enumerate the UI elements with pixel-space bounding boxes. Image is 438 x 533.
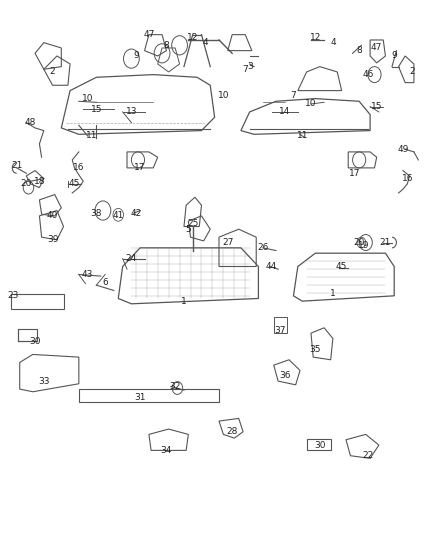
Text: 4: 4 xyxy=(203,38,208,47)
Text: 11: 11 xyxy=(297,132,308,140)
Text: 30: 30 xyxy=(29,337,41,345)
Bar xyxy=(307,439,331,450)
Text: 5: 5 xyxy=(185,225,191,233)
Text: 1: 1 xyxy=(330,289,336,297)
Text: 10: 10 xyxy=(305,100,317,108)
Text: 17: 17 xyxy=(134,164,146,172)
Text: 34: 34 xyxy=(161,446,172,455)
Text: 20: 20 xyxy=(353,238,365,247)
Text: 6: 6 xyxy=(102,278,108,287)
Text: 35: 35 xyxy=(310,345,321,353)
Bar xyxy=(11,294,64,309)
Text: 24: 24 xyxy=(126,254,137,263)
Text: 2: 2 xyxy=(50,68,55,76)
Text: 12: 12 xyxy=(187,33,198,42)
Text: 11: 11 xyxy=(86,132,98,140)
Bar xyxy=(79,389,219,402)
Text: 38: 38 xyxy=(91,209,102,217)
Text: 14: 14 xyxy=(279,108,290,116)
Text: 37: 37 xyxy=(275,326,286,335)
Text: 31: 31 xyxy=(134,393,146,401)
Text: 23: 23 xyxy=(7,292,19,300)
Text: 7: 7 xyxy=(242,65,248,74)
Text: 46: 46 xyxy=(362,70,374,79)
Text: 44: 44 xyxy=(266,262,277,271)
Text: 36: 36 xyxy=(279,372,290,380)
Text: 47: 47 xyxy=(143,30,155,39)
Text: 2: 2 xyxy=(409,68,414,76)
Text: 13: 13 xyxy=(126,108,137,116)
Text: 26: 26 xyxy=(257,244,268,252)
Text: 41: 41 xyxy=(113,212,124,220)
Text: 45: 45 xyxy=(69,180,80,188)
Text: 8: 8 xyxy=(163,41,170,50)
Text: 12: 12 xyxy=(310,33,321,42)
Text: 21: 21 xyxy=(12,161,23,169)
Text: 1: 1 xyxy=(181,297,187,305)
Text: 4: 4 xyxy=(330,38,336,47)
Text: 30: 30 xyxy=(314,441,325,449)
Text: 27: 27 xyxy=(222,238,233,247)
Text: 33: 33 xyxy=(38,377,49,385)
Text: 15: 15 xyxy=(91,105,102,114)
Text: 15: 15 xyxy=(371,102,382,111)
Text: 16: 16 xyxy=(73,164,85,172)
Text: 43: 43 xyxy=(82,270,93,279)
Text: 9: 9 xyxy=(391,52,397,60)
Bar xyxy=(274,317,287,333)
Text: 10: 10 xyxy=(82,94,93,103)
Text: 42: 42 xyxy=(130,209,141,217)
Text: 40: 40 xyxy=(47,212,58,220)
Text: 7: 7 xyxy=(290,92,297,100)
Text: 10: 10 xyxy=(218,92,229,100)
Text: 19: 19 xyxy=(358,241,369,249)
Text: 18: 18 xyxy=(34,177,45,185)
Text: 9: 9 xyxy=(133,52,139,60)
Text: 22: 22 xyxy=(362,451,374,460)
Text: 45: 45 xyxy=(336,262,347,271)
Text: 39: 39 xyxy=(47,236,58,244)
Text: 3: 3 xyxy=(247,62,253,71)
Text: 25: 25 xyxy=(187,220,198,228)
Text: 17: 17 xyxy=(349,169,360,177)
Text: 32: 32 xyxy=(170,382,181,391)
Text: 28: 28 xyxy=(226,427,238,436)
Text: 20: 20 xyxy=(21,180,32,188)
Text: 21: 21 xyxy=(380,238,391,247)
Text: 48: 48 xyxy=(25,118,36,127)
Bar xyxy=(18,329,37,341)
Text: 8: 8 xyxy=(356,46,362,55)
Text: 16: 16 xyxy=(402,174,413,183)
Text: 49: 49 xyxy=(397,145,409,154)
Text: 47: 47 xyxy=(371,44,382,52)
